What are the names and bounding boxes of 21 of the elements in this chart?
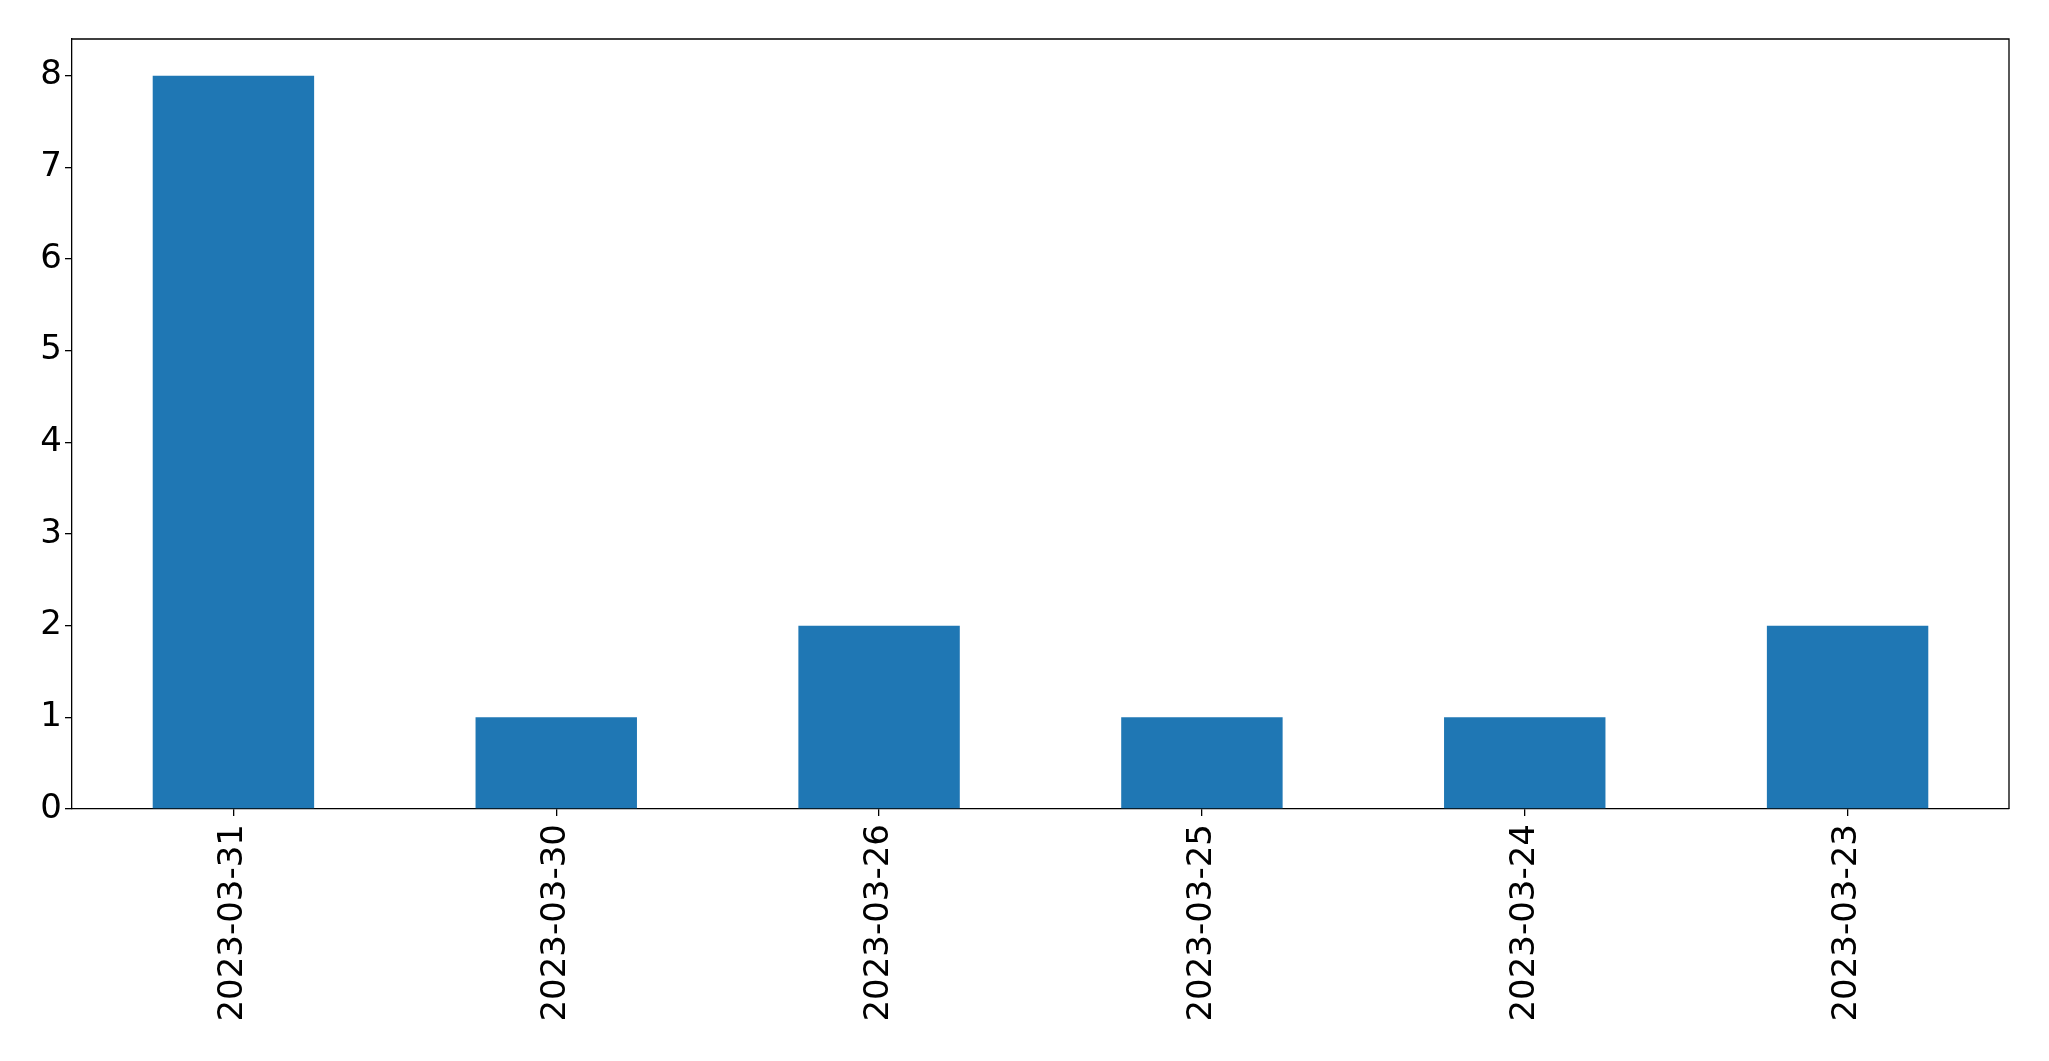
bar [152, 75, 315, 809]
y-tick-label: 2 [40, 602, 62, 643]
y-tick-label: 5 [40, 327, 62, 368]
bar [1444, 717, 1606, 809]
y-tick-label: 6 [40, 235, 62, 276]
x-tick-label: 2023-03-24 [1501, 824, 1542, 1022]
y-tick-label: 4 [40, 419, 62, 460]
bar [475, 717, 637, 809]
y-tick-label: 3 [40, 510, 62, 551]
x-tick-label: 2023-03-26 [855, 824, 896, 1022]
x-tick-label: 2023-03-25 [1178, 824, 1219, 1022]
x-tick-label: 2023-03-30 [533, 824, 574, 1022]
bar [798, 625, 960, 809]
x-tick-label: 2023-03-23 [1824, 824, 1865, 1022]
y-tick-label: 7 [40, 144, 62, 185]
x-tick-label: 2023-03-31 [210, 824, 251, 1022]
y-tick-label: 0 [40, 785, 62, 826]
y-tick-label: 8 [40, 52, 62, 93]
bar [1121, 717, 1283, 809]
bar [1766, 625, 1929, 809]
y-tick-label: 1 [40, 694, 62, 735]
